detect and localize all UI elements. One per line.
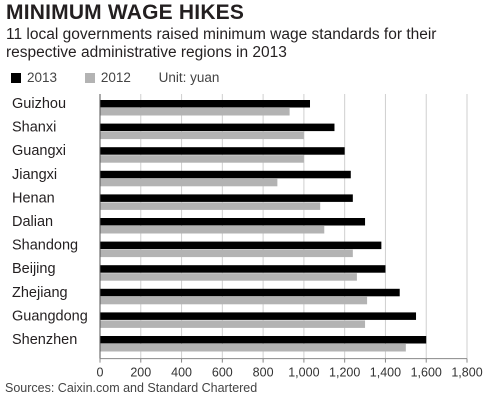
bar-2013-guangdong bbox=[100, 312, 417, 320]
bar-2013-shenzhen bbox=[100, 336, 427, 344]
category-label: Guizhou bbox=[12, 96, 66, 112]
bar-2013-jiangxi bbox=[100, 170, 351, 179]
x-tick-label: 0 bbox=[97, 366, 104, 380]
category-label: Zhejiang bbox=[12, 285, 68, 301]
category-label: Shandong bbox=[12, 238, 78, 254]
bar-2013-shanxi bbox=[100, 123, 335, 132]
legend-label-2013: 2013 bbox=[27, 70, 58, 85]
bar-2012-beijing bbox=[100, 273, 357, 281]
bar-2013-guizhou bbox=[100, 100, 311, 108]
legend-swatch-2012 bbox=[84, 73, 95, 83]
category-label: Jiangxi bbox=[12, 167, 57, 183]
bar-2013-shandong bbox=[100, 241, 382, 250]
legend-item-2012: 2012 bbox=[84, 70, 131, 85]
x-tick-label: 1,400 bbox=[370, 366, 401, 380]
legend-item-2013: 2013 bbox=[11, 70, 57, 85]
bar-2013-zhejiang bbox=[100, 288, 400, 297]
bar-2013-dalian bbox=[100, 218, 366, 226]
bar-2012-zhejiang bbox=[100, 296, 368, 305]
category-label: Guangxi bbox=[12, 143, 66, 159]
x-tick-label: 200 bbox=[130, 366, 151, 380]
x-tick-label: 600 bbox=[212, 366, 233, 380]
bar-2013-henan bbox=[100, 194, 353, 202]
category-label: Shenzhen bbox=[12, 332, 77, 348]
source-note: Sources: Caixin.com and Standard Charter… bbox=[5, 381, 258, 395]
legend-swatch-2013 bbox=[11, 73, 21, 83]
bar-2012-shandong bbox=[100, 249, 353, 258]
category-label: Shanxi bbox=[12, 120, 56, 136]
bar-2012-guizhou bbox=[100, 108, 290, 116]
category-label: Henan bbox=[12, 190, 55, 206]
x-tick-label: 1,600 bbox=[411, 366, 442, 380]
legend-label-2012: 2012 bbox=[100, 70, 131, 85]
x-tick-label: 400 bbox=[171, 366, 192, 380]
x-tick-label: 1,800 bbox=[451, 366, 482, 380]
bar-2012-guangdong bbox=[100, 320, 366, 328]
bar-2013-guangxi bbox=[100, 147, 345, 155]
x-tick-label: 800 bbox=[253, 366, 274, 380]
category-label: Guangdong bbox=[12, 308, 88, 324]
unit-label: Unit: yuan bbox=[158, 70, 220, 85]
category-label: Beijing bbox=[12, 261, 56, 277]
bar-2012-guangxi bbox=[100, 155, 304, 163]
bar-2012-henan bbox=[100, 202, 321, 210]
bar-2012-shenzhen bbox=[100, 344, 406, 352]
bar-2012-shanxi bbox=[100, 131, 304, 140]
x-tick-label: 1,000 bbox=[288, 366, 319, 380]
bar-2012-jiangxi bbox=[100, 178, 278, 187]
legend: 2013 2012 Unit: yuan bbox=[11, 70, 219, 86]
x-tick-label: 1,200 bbox=[329, 366, 360, 380]
bar-2012-dalian bbox=[100, 226, 325, 234]
bar-2013-beijing bbox=[100, 265, 386, 273]
category-label: Dalian bbox=[12, 214, 53, 230]
chart-title: MINIMUM WAGE HIKES bbox=[6, 1, 245, 24]
chart-subtitle: 11 local governments raised minimum wage… bbox=[6, 26, 437, 61]
